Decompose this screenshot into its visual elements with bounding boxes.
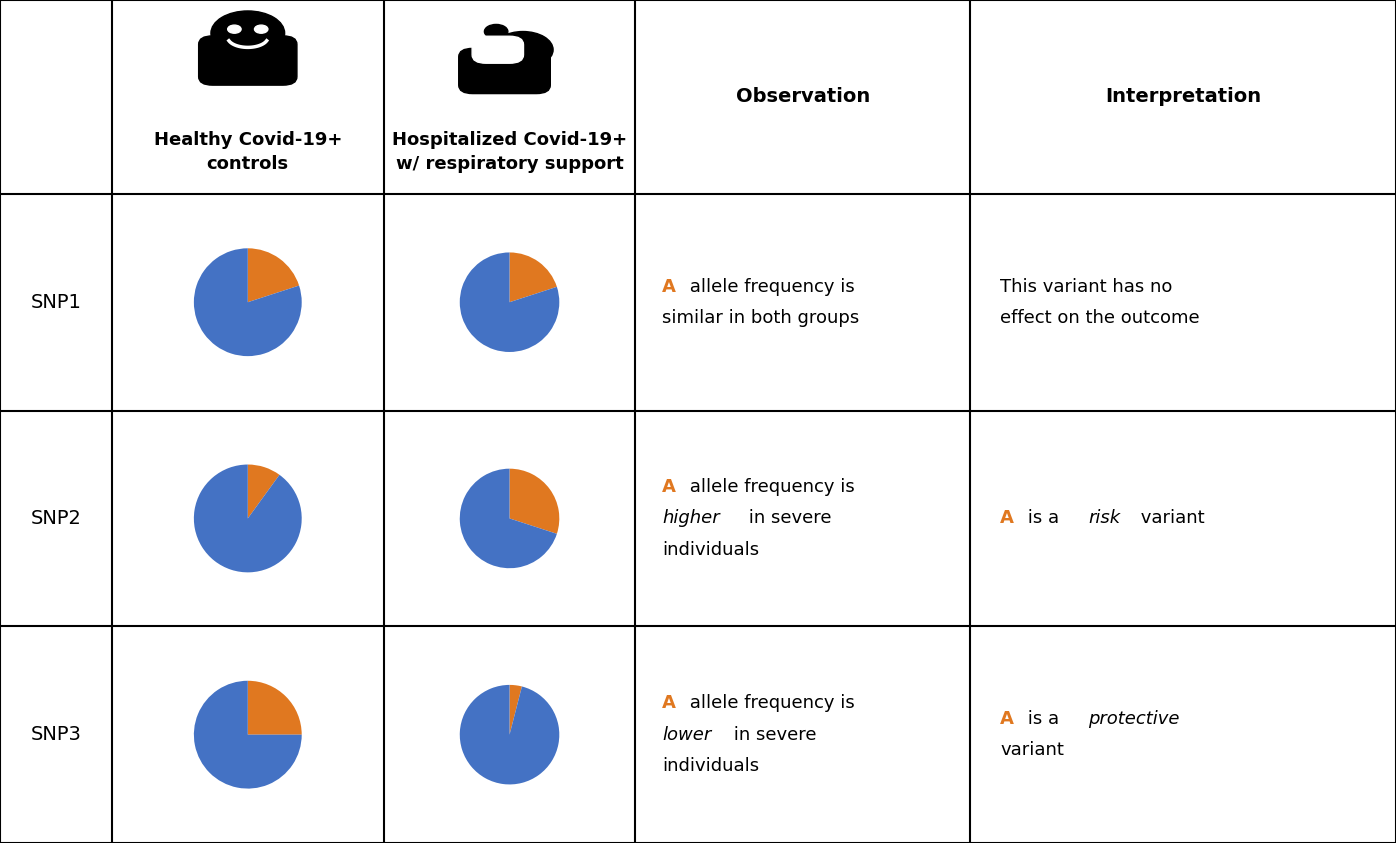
Wedge shape: [510, 685, 522, 734]
Text: SNP1: SNP1: [31, 293, 81, 312]
Text: A: A: [662, 277, 676, 296]
Circle shape: [493, 31, 553, 68]
Text: Interpretation: Interpretation: [1106, 88, 1261, 106]
Text: is a: is a: [1022, 509, 1065, 528]
Wedge shape: [247, 681, 302, 734]
Text: in severe: in severe: [727, 726, 817, 744]
Text: SNP2: SNP2: [31, 509, 81, 528]
Text: A: A: [1000, 509, 1013, 528]
Circle shape: [211, 11, 285, 56]
Text: Observation: Observation: [736, 88, 870, 106]
FancyBboxPatch shape: [198, 36, 297, 85]
FancyBboxPatch shape: [459, 48, 550, 94]
FancyBboxPatch shape: [237, 48, 258, 56]
Wedge shape: [459, 685, 560, 785]
Wedge shape: [459, 252, 560, 352]
Wedge shape: [194, 464, 302, 572]
Circle shape: [228, 25, 242, 33]
Text: effect on the outcome: effect on the outcome: [1000, 309, 1199, 327]
Text: allele frequency is: allele frequency is: [684, 277, 856, 296]
Text: Hospitalized Covid-19+
w/ respiratory support: Hospitalized Covid-19+ w/ respiratory su…: [392, 131, 627, 173]
Wedge shape: [247, 464, 279, 518]
Text: is a: is a: [1022, 710, 1065, 728]
Text: individuals: individuals: [662, 757, 759, 775]
Wedge shape: [459, 469, 557, 568]
Text: A: A: [662, 695, 676, 712]
Text: similar in both groups: similar in both groups: [662, 309, 859, 327]
Text: in severe: in severe: [743, 509, 832, 528]
Text: A: A: [662, 478, 676, 497]
Text: higher: higher: [662, 509, 719, 528]
Wedge shape: [247, 249, 299, 302]
Text: individuals: individuals: [662, 540, 759, 559]
Text: SNP3: SNP3: [31, 725, 81, 744]
Text: Healthy Covid-19+
controls: Healthy Covid-19+ controls: [154, 131, 342, 173]
Wedge shape: [510, 252, 557, 302]
Text: risk: risk: [1087, 509, 1120, 528]
Text: protective: protective: [1087, 710, 1180, 728]
Circle shape: [254, 25, 268, 33]
Text: A: A: [1000, 710, 1013, 728]
Text: This variant has no: This variant has no: [1000, 277, 1173, 296]
Text: allele frequency is: allele frequency is: [684, 695, 856, 712]
Text: variant: variant: [1000, 741, 1064, 760]
Text: lower: lower: [662, 726, 711, 744]
Wedge shape: [194, 249, 302, 356]
Text: variant: variant: [1135, 509, 1205, 528]
Circle shape: [473, 38, 540, 78]
Wedge shape: [510, 469, 560, 534]
FancyBboxPatch shape: [472, 36, 524, 63]
Text: allele frequency is: allele frequency is: [684, 478, 856, 497]
Wedge shape: [194, 681, 302, 788]
Circle shape: [484, 24, 508, 39]
